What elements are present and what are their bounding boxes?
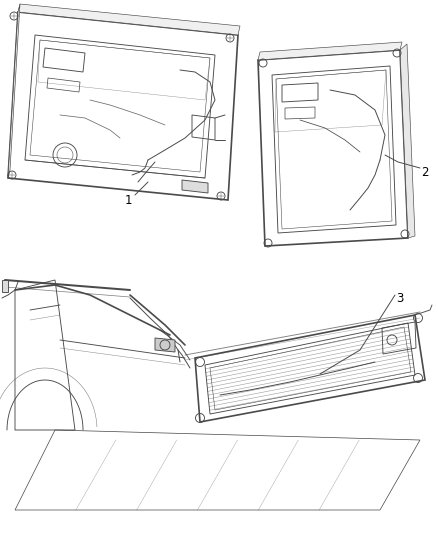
- Text: 3: 3: [396, 292, 404, 304]
- Polygon shape: [258, 42, 402, 60]
- Polygon shape: [2, 280, 8, 292]
- Polygon shape: [400, 44, 415, 238]
- Polygon shape: [8, 4, 20, 178]
- Text: 1: 1: [124, 193, 132, 206]
- Polygon shape: [155, 338, 175, 352]
- Text: 2: 2: [421, 166, 429, 179]
- Polygon shape: [18, 4, 240, 35]
- Polygon shape: [182, 180, 208, 193]
